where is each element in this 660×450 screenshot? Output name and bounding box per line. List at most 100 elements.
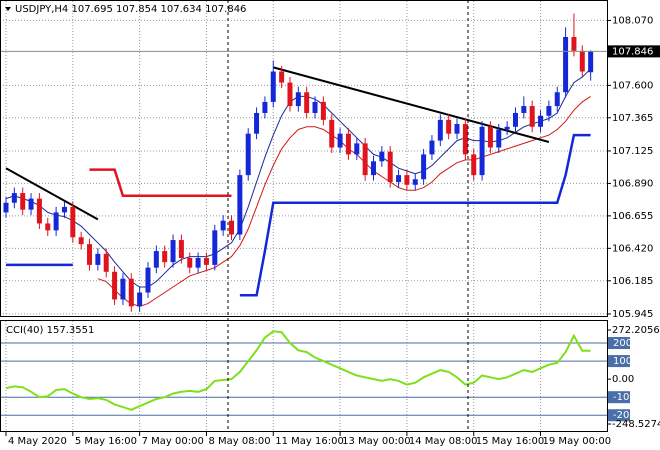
candle-body: [354, 143, 360, 155]
candle-body: [362, 143, 368, 176]
candle-body: [329, 119, 335, 148]
candle-body: [78, 237, 84, 245]
candle-body: [504, 126, 510, 130]
level-box: [608, 409, 630, 422]
candle-body: [571, 37, 577, 51]
candle-body: [295, 92, 301, 107]
cci-frame: [0, 320, 608, 432]
y-tick-label: 107.365: [612, 113, 653, 124]
overlay-line: [89, 168, 232, 198]
candle-body: [61, 206, 67, 213]
y-tick-label: 272.2056: [612, 325, 660, 336]
x-tick-label: 19 May 00:00: [543, 436, 612, 447]
level-label: 100: [613, 356, 632, 367]
candle-body: [287, 82, 293, 107]
candle-body: [320, 101, 326, 120]
candle-body: [195, 257, 201, 268]
candle-body: [120, 278, 126, 300]
candle-body: [36, 198, 42, 224]
x-tick-label: 14 May 08:00: [409, 436, 478, 447]
x-tick-label: 15 May 16:00: [476, 436, 545, 447]
candle-body: [212, 230, 218, 265]
y-tick-label: 106.655: [612, 211, 653, 222]
candle-body: [446, 119, 452, 134]
candle-body: [245, 133, 251, 176]
candle-body: [588, 51, 594, 73]
candle-body: [396, 175, 402, 183]
level-box: [608, 337, 630, 350]
last-price-label: 107.846: [612, 46, 653, 57]
candle-body: [153, 251, 159, 268]
candle-body: [220, 220, 226, 231]
candle-body: [437, 119, 443, 141]
candle-body: [496, 129, 502, 148]
candle-body: [20, 193, 26, 210]
last-price-box: [608, 45, 660, 58]
candle-body: [95, 253, 101, 265]
candle-body: [579, 50, 585, 72]
candle-body: [379, 151, 385, 162]
overlay-line: [97, 95, 591, 307]
candle-body: [262, 101, 268, 113]
level-label: -200: [613, 410, 636, 421]
candle-body: [45, 223, 51, 231]
candle-body: [462, 124, 468, 155]
level-box: [608, 355, 630, 368]
candle-body: [170, 240, 176, 263]
candle-body: [479, 126, 485, 176]
candle-body: [521, 106, 527, 113]
candle-body: [412, 179, 418, 185]
candle-body: [254, 112, 260, 134]
y-tick-label: 107.600: [612, 80, 653, 91]
candle-body: [112, 271, 118, 300]
candle-body: [529, 106, 535, 127]
y-tick-label: 106.420: [612, 243, 653, 254]
candle-body: [229, 220, 235, 235]
candle-body: [103, 253, 109, 272]
candle-body: [28, 198, 34, 210]
cci-title: CCI(40) 157.3551: [6, 325, 94, 336]
candle-body: [87, 244, 93, 265]
candle-body: [454, 124, 460, 134]
candle-body: [270, 71, 276, 102]
candle-body: [304, 92, 310, 113]
y-tick-label: 0.00: [612, 374, 634, 385]
candle-body: [312, 101, 318, 113]
candle-body: [70, 206, 76, 238]
y-tick-label: 107.125: [612, 146, 653, 157]
candle-body: [11, 193, 17, 203]
candle-body: [554, 92, 560, 107]
x-tick-label: 13 May 00:00: [342, 436, 411, 447]
y-tick-label: -248.5274: [612, 419, 660, 430]
candle-body: [404, 175, 410, 185]
candle-body: [203, 257, 209, 265]
candle-body: [145, 267, 151, 293]
menu-arrow: [5, 7, 11, 11]
x-tick-label: 11 May 16:00: [275, 436, 344, 447]
candle-body: [128, 278, 134, 307]
x-tick-label: 4 May 2020: [8, 436, 67, 447]
trendline: [273, 66, 550, 143]
candle-body: [3, 202, 9, 213]
candle-body: [429, 140, 435, 155]
y-tick-label: 106.185: [612, 276, 653, 287]
y-tick-label: 108.070: [612, 15, 653, 26]
x-tick-label: 8 May 08:00: [208, 436, 270, 447]
candle-body: [345, 133, 351, 155]
candle-body: [178, 240, 184, 258]
candle-body: [237, 175, 243, 235]
candle-body: [53, 212, 59, 231]
level-label: -100: [613, 392, 636, 403]
overlay-line: [6, 133, 591, 297]
plot-layer: [0, 1, 607, 431]
chart-title: USDJPY,H4 107.695 107.854 107.634 107.84…: [15, 4, 246, 15]
candle-body: [546, 106, 552, 116]
candle-body: [162, 251, 168, 263]
candle-body: [512, 112, 518, 127]
candle-body: [337, 133, 343, 148]
candle-body: [421, 154, 427, 180]
candle-body: [370, 161, 376, 176]
candle-body: [563, 37, 569, 93]
x-tick-label: 7 May 00:00: [142, 436, 204, 447]
main-frame: [0, 0, 608, 317]
